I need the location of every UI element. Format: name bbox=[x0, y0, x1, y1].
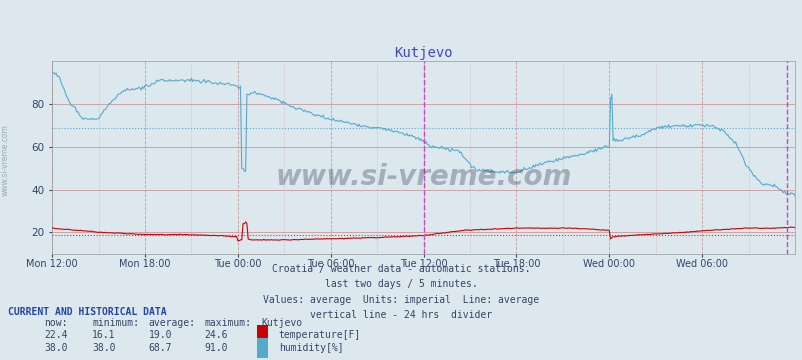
Text: last two days / 5 minutes.: last two days / 5 minutes. bbox=[325, 279, 477, 289]
Text: humidity[%]: humidity[%] bbox=[278, 343, 342, 353]
Text: www.si-vreme.com: www.si-vreme.com bbox=[0, 124, 10, 196]
Text: 19.0: 19.0 bbox=[148, 330, 172, 341]
Text: average:: average: bbox=[148, 318, 196, 328]
Text: Croatia / weather data - automatic stations.: Croatia / weather data - automatic stati… bbox=[272, 264, 530, 274]
Text: www.si-vreme.com: www.si-vreme.com bbox=[275, 163, 571, 191]
Text: now:: now: bbox=[44, 318, 67, 328]
Text: minimum:: minimum: bbox=[92, 318, 140, 328]
Text: 24.6: 24.6 bbox=[205, 330, 228, 341]
Text: Kutjevo: Kutjevo bbox=[261, 318, 302, 328]
Title: Kutjevo: Kutjevo bbox=[394, 46, 452, 60]
Text: 38.0: 38.0 bbox=[92, 343, 115, 353]
Text: maximum:: maximum: bbox=[205, 318, 252, 328]
Text: Values: average  Units: imperial  Line: average: Values: average Units: imperial Line: av… bbox=[263, 295, 539, 305]
Text: 91.0: 91.0 bbox=[205, 343, 228, 353]
Text: 38.0: 38.0 bbox=[44, 343, 67, 353]
Text: temperature[F]: temperature[F] bbox=[278, 330, 360, 341]
Text: 22.4: 22.4 bbox=[44, 330, 67, 341]
Text: 16.1: 16.1 bbox=[92, 330, 115, 341]
Text: vertical line - 24 hrs  divider: vertical line - 24 hrs divider bbox=[310, 310, 492, 320]
Text: CURRENT AND HISTORICAL DATA: CURRENT AND HISTORICAL DATA bbox=[8, 307, 167, 317]
Text: 68.7: 68.7 bbox=[148, 343, 172, 353]
